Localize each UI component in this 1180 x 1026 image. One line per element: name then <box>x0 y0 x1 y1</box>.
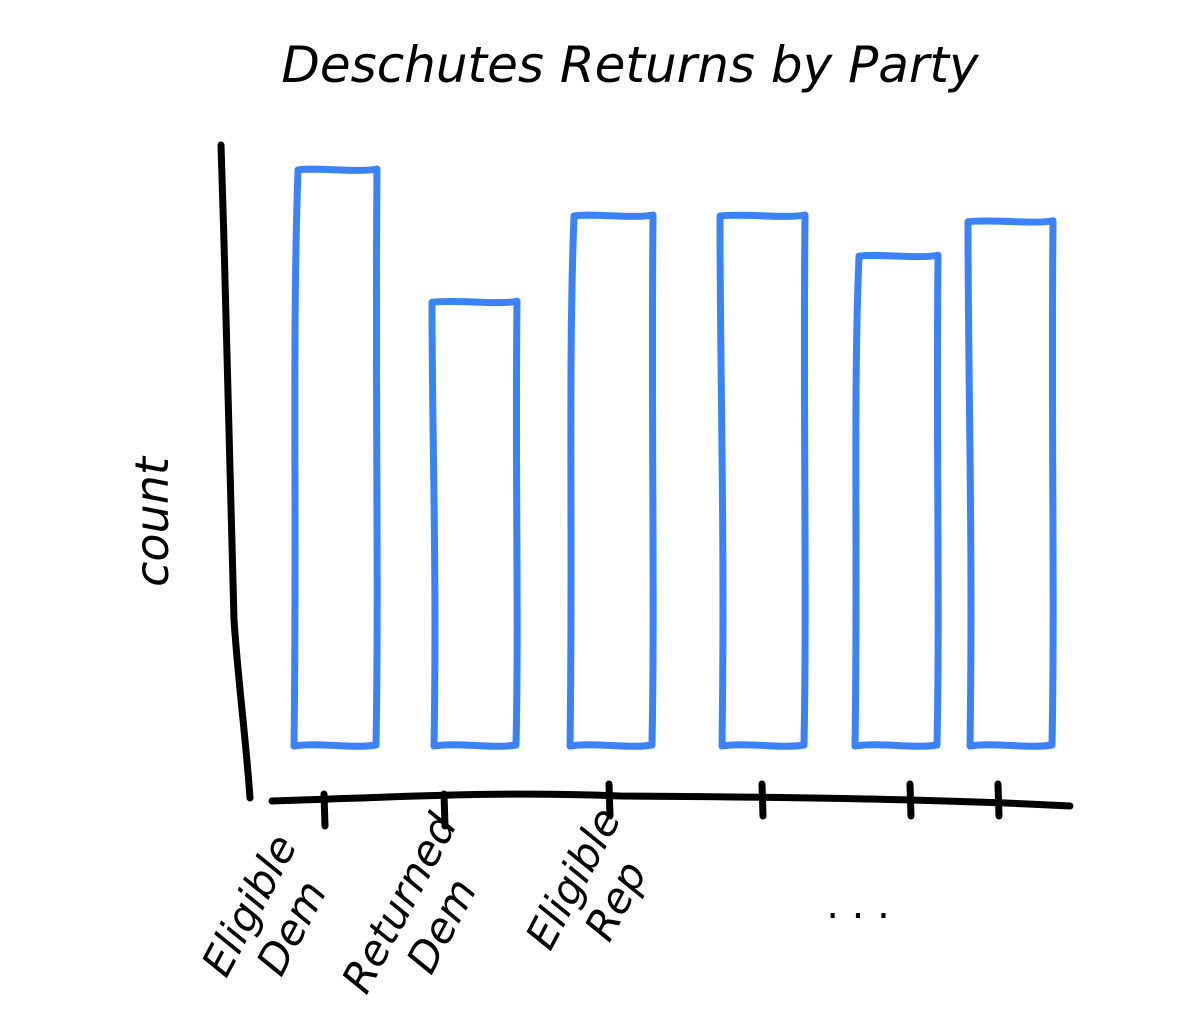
axes-layer <box>217 141 1074 810</box>
bar-2 <box>428 297 521 750</box>
x-tick-6 <box>994 780 1003 820</box>
bar-3 <box>566 211 657 750</box>
y-axis-label: count <box>125 455 179 587</box>
bar-1 <box>290 165 381 750</box>
x-tick-label-2: ReturnedDem <box>332 806 509 1024</box>
x-tick-1 <box>320 790 329 830</box>
x-axis-line <box>268 790 1074 810</box>
bar-6 <box>964 217 1057 750</box>
x-tick-4 <box>758 780 767 820</box>
bar-5 <box>851 251 942 750</box>
x-tick-5 <box>906 780 915 820</box>
bars-layer <box>290 165 1057 750</box>
x-tick-label-1: EligibleDem <box>192 826 349 1006</box>
x-tick-2 <box>440 790 449 830</box>
x-tick-label-3: EligibleRep <box>516 799 673 979</box>
y-axis-line <box>217 141 254 802</box>
chart-title: Deschutes Returns by Party <box>281 36 980 94</box>
x-axis-continuation: . . . <box>826 882 890 928</box>
x-tick-3 <box>605 780 614 820</box>
bar-4 <box>716 211 809 750</box>
ticks-layer <box>320 780 1003 830</box>
